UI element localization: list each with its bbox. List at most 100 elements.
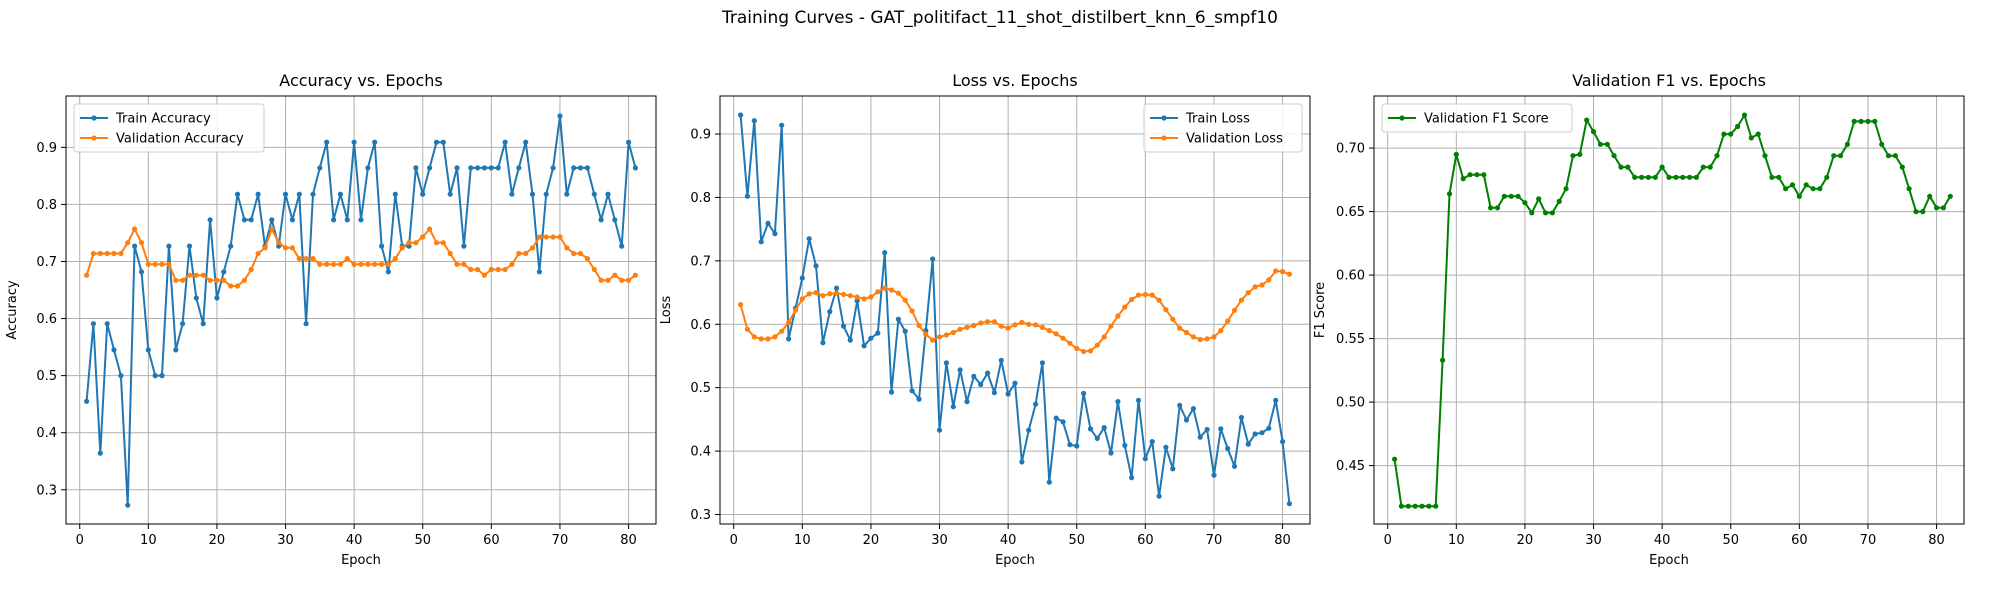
data-point bbox=[1094, 435, 1100, 441]
x-tick-label: 30 bbox=[277, 533, 294, 548]
data-point bbox=[1927, 193, 1933, 199]
data-point bbox=[868, 335, 874, 341]
series-validation-f1-score bbox=[1392, 112, 1953, 509]
data-point bbox=[1067, 442, 1073, 448]
data-point bbox=[118, 373, 124, 379]
data-point bbox=[289, 217, 295, 223]
data-point bbox=[902, 297, 908, 303]
data-point bbox=[111, 347, 117, 353]
data-point bbox=[372, 261, 378, 267]
data-point bbox=[612, 272, 618, 278]
data-point bbox=[1163, 307, 1169, 313]
data-point bbox=[317, 165, 323, 171]
data-point bbox=[193, 295, 199, 301]
data-point bbox=[138, 269, 145, 275]
data-point bbox=[758, 239, 764, 245]
x-tick-label: 40 bbox=[346, 533, 363, 548]
data-point bbox=[1204, 336, 1210, 342]
data-point bbox=[1218, 426, 1224, 432]
data-point bbox=[440, 240, 446, 246]
data-point bbox=[365, 261, 371, 267]
data-point bbox=[895, 290, 902, 296]
y-tick-label: 0.8 bbox=[36, 198, 57, 213]
x-tick-label: 10 bbox=[140, 533, 157, 548]
data-point bbox=[221, 269, 227, 275]
data-point bbox=[269, 226, 275, 232]
x-tick-label: 40 bbox=[1654, 533, 1671, 548]
data-point bbox=[125, 240, 131, 246]
data-point bbox=[1913, 209, 1919, 215]
data-point bbox=[97, 250, 103, 257]
y-tick-label: 0.3 bbox=[690, 508, 711, 523]
legend-marker bbox=[91, 115, 97, 121]
data-point bbox=[1755, 131, 1761, 137]
y-tick-label: 0.70 bbox=[1336, 142, 1365, 157]
data-point bbox=[1266, 277, 1272, 283]
data-point bbox=[834, 285, 840, 291]
data-point bbox=[1872, 118, 1878, 124]
data-point bbox=[1286, 501, 1292, 507]
data-point bbox=[221, 277, 227, 283]
data-point bbox=[1060, 335, 1066, 341]
data-point bbox=[1101, 425, 1107, 431]
data-point bbox=[481, 272, 488, 278]
data-point bbox=[1446, 191, 1453, 197]
data-point bbox=[820, 340, 826, 346]
plot-frame bbox=[719, 95, 1311, 525]
data-point bbox=[1197, 434, 1203, 440]
data-point bbox=[1231, 463, 1238, 469]
data-point bbox=[180, 321, 186, 327]
data-point bbox=[1467, 172, 1473, 178]
data-point bbox=[1005, 325, 1011, 331]
data-point bbox=[895, 316, 902, 322]
data-point bbox=[902, 328, 908, 334]
data-point bbox=[90, 321, 96, 327]
data-point bbox=[571, 250, 577, 257]
data-point bbox=[200, 272, 206, 278]
data-point bbox=[97, 450, 103, 456]
data-point bbox=[523, 250, 529, 257]
data-point bbox=[516, 165, 522, 171]
data-point bbox=[303, 321, 309, 327]
data-point bbox=[1149, 292, 1155, 298]
data-point bbox=[978, 381, 984, 388]
x-tick-label: 50 bbox=[1722, 533, 1739, 548]
data-point bbox=[523, 139, 529, 145]
data-point bbox=[1433, 503, 1439, 509]
data-point bbox=[365, 165, 371, 171]
x-axis-label: Epoch bbox=[341, 553, 381, 568]
chart-title: Loss vs. Epochs bbox=[952, 71, 1077, 90]
data-point bbox=[978, 320, 984, 326]
data-point bbox=[1238, 414, 1244, 421]
data-point bbox=[166, 243, 172, 249]
data-point bbox=[1481, 172, 1487, 178]
data-point bbox=[324, 139, 330, 145]
data-point bbox=[1081, 390, 1087, 396]
data-point bbox=[1844, 141, 1850, 147]
data-point bbox=[1494, 205, 1501, 211]
data-point bbox=[433, 240, 440, 246]
data-point bbox=[255, 250, 261, 257]
x-tick-label: 70 bbox=[1860, 533, 1877, 548]
data-point bbox=[1879, 141, 1885, 147]
data-point bbox=[296, 191, 302, 197]
data-point bbox=[344, 217, 350, 223]
x-tick-label: 40 bbox=[1000, 533, 1017, 548]
data-point bbox=[166, 261, 172, 267]
data-point bbox=[310, 256, 316, 262]
data-point bbox=[543, 234, 549, 240]
y-tick-label: 0.8 bbox=[690, 191, 711, 206]
data-point bbox=[834, 290, 840, 296]
legend-label: Validation Accuracy bbox=[116, 132, 244, 147]
data-point bbox=[1536, 196, 1542, 202]
data-point bbox=[536, 234, 543, 240]
data-point bbox=[971, 322, 977, 329]
data-point bbox=[468, 165, 474, 171]
data-point bbox=[1060, 419, 1066, 425]
data-point bbox=[1728, 131, 1734, 137]
data-point bbox=[1005, 391, 1011, 397]
data-point bbox=[550, 165, 556, 171]
data-point bbox=[385, 261, 391, 267]
data-point bbox=[1177, 402, 1183, 408]
